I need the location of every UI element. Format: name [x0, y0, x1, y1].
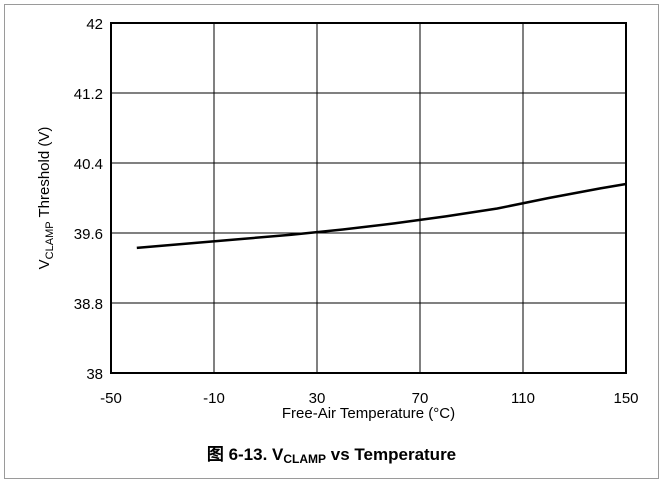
y-tick-label: 38.8: [74, 296, 103, 313]
caption-suffix: vs Temperature: [326, 445, 457, 464]
y-tick-labels: 38 38.8 39.6 40.4 41.2 42: [74, 16, 103, 383]
x-tick-label: 70: [412, 390, 429, 407]
chart: -50 -10 30 70 110 150 38 38.8 39.6 40.4 41.2 42 Fr…: [36, 16, 639, 422]
x-tick-labels: -50 -10 30 70 110 150: [100, 390, 638, 407]
y-tick-label: 42: [86, 16, 103, 33]
x-tick-label: 30: [309, 390, 326, 407]
y-axis-label-base: V: [36, 259, 53, 269]
y-axis-label-rest: Threshold (V): [36, 127, 53, 222]
caption-prefix: 图 6-13. V: [206, 445, 284, 464]
x-tick-label: 150: [613, 390, 638, 407]
y-tick-label: 41.2: [74, 86, 103, 103]
y-tick-label: 40.4: [74, 156, 103, 173]
grid: [111, 23, 626, 373]
y-tick-label: 38: [86, 366, 103, 383]
y-axis-label: VCLAMP Threshold (V): [36, 127, 56, 270]
figure-caption: 图 6-13. VCLAMP vs Temperature: [0, 440, 663, 466]
caption-sub: CLAMP: [283, 452, 327, 466]
x-tick-label: -10: [203, 390, 225, 407]
y-axis-label-sub: CLAMP: [44, 221, 56, 259]
series-line: [136, 182, 627, 250]
y-tick-label: 39.6: [74, 226, 103, 243]
plot-area-border: [110, 22, 627, 374]
x-tick-label: -50: [100, 390, 122, 407]
figure-frame: [4, 4, 659, 479]
x-axis-label: Free-Air Temperature (°C): [282, 405, 455, 422]
x-tick-label: 110: [511, 390, 535, 407]
